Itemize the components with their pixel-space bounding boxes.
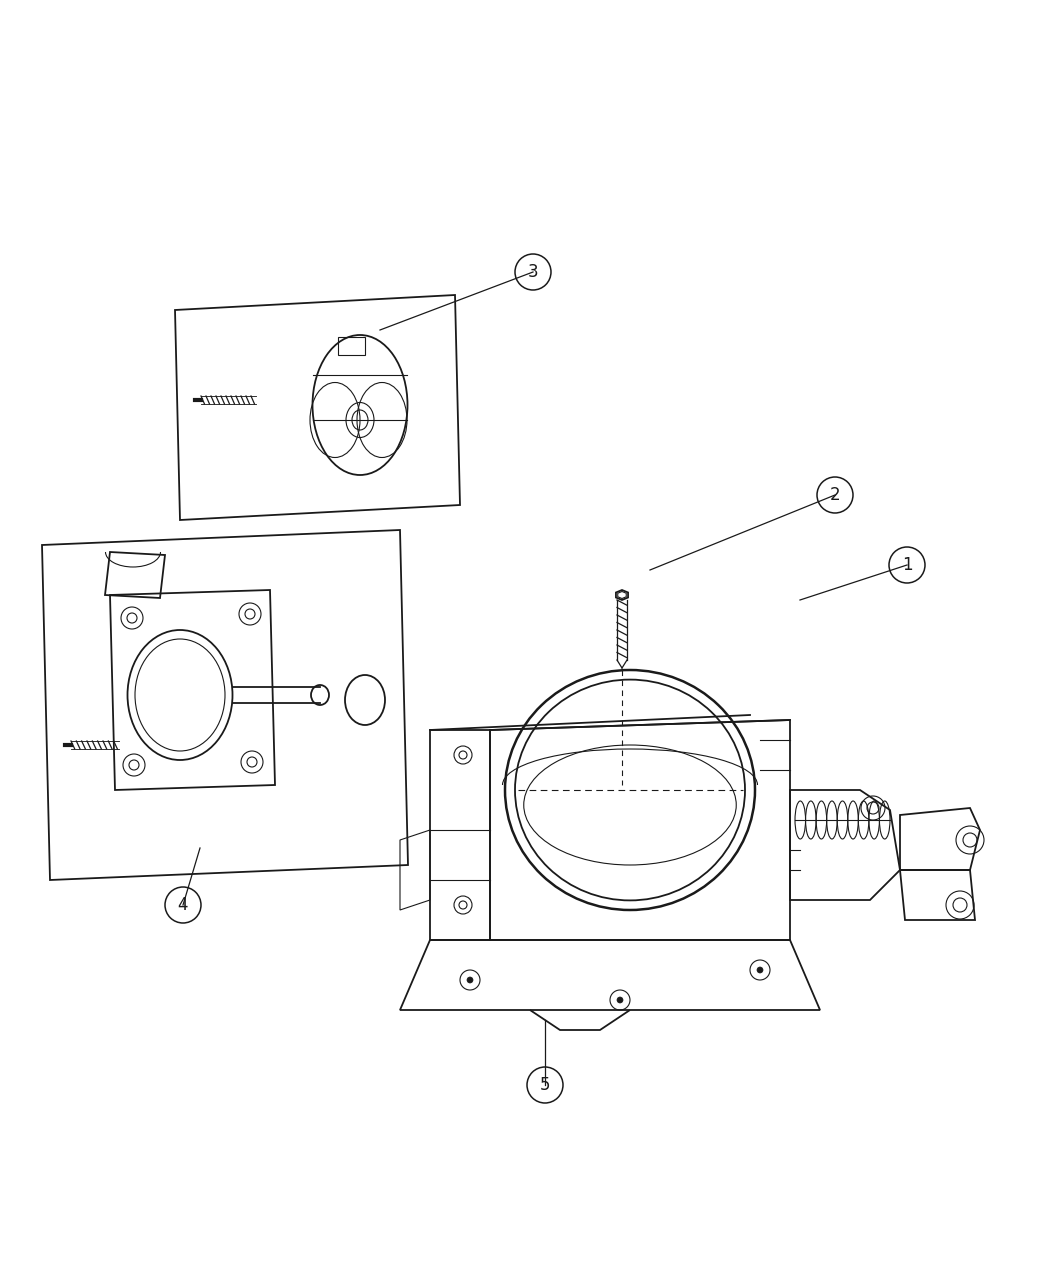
Text: 2: 2 xyxy=(830,486,840,504)
Text: 1: 1 xyxy=(902,556,912,574)
Circle shape xyxy=(757,966,763,973)
Circle shape xyxy=(467,977,472,983)
Text: 3: 3 xyxy=(528,263,539,280)
Text: 4: 4 xyxy=(177,896,188,914)
Circle shape xyxy=(617,997,623,1003)
Text: 5: 5 xyxy=(540,1076,550,1094)
